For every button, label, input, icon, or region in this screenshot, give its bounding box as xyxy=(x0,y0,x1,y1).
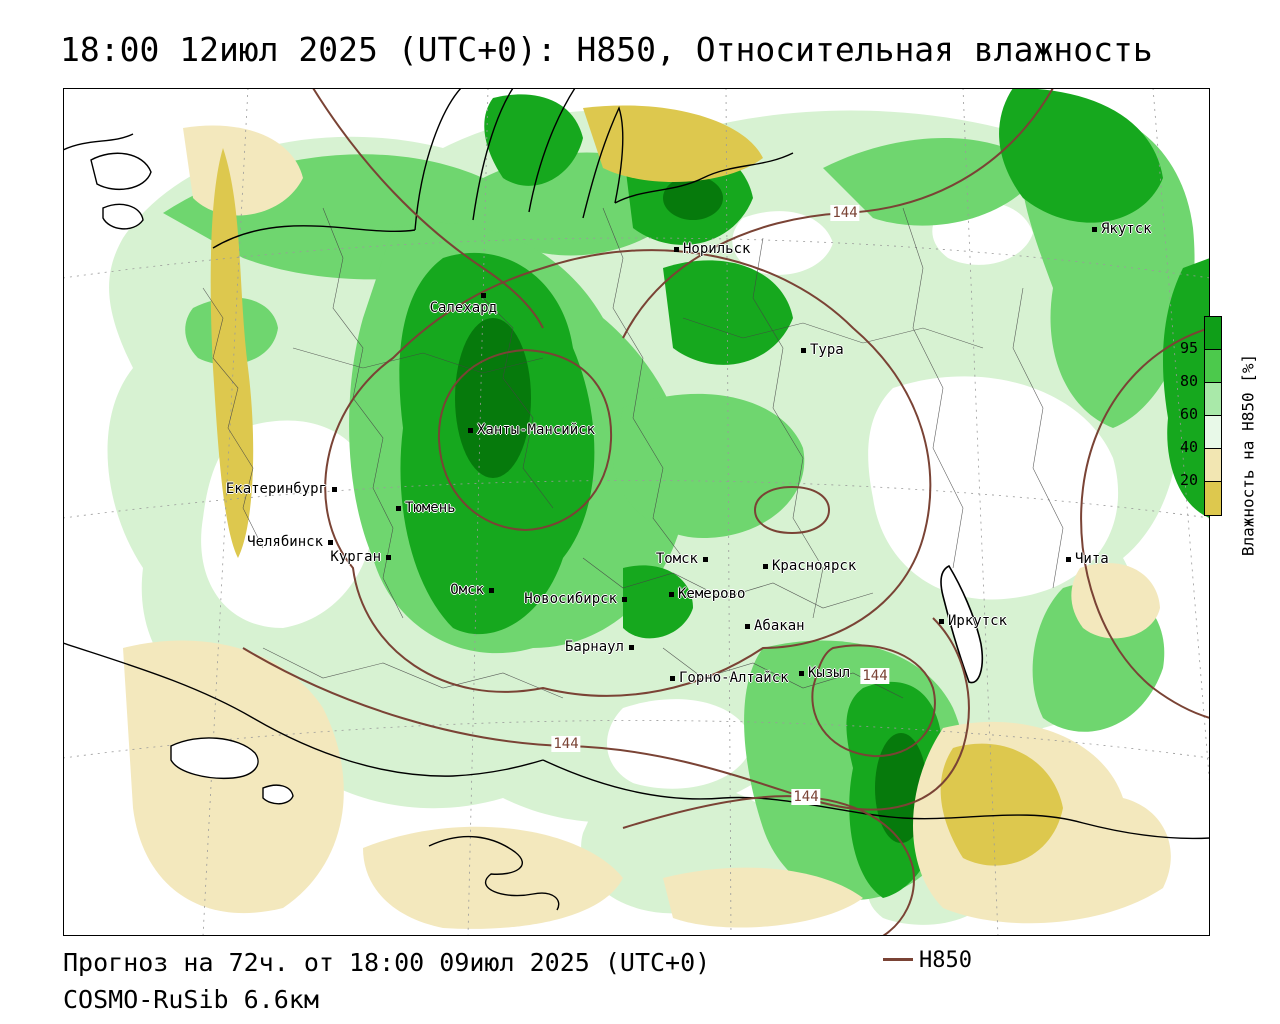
region-borders xyxy=(202,207,1064,699)
city-dot-icon xyxy=(332,487,337,492)
city-dot-icon xyxy=(801,348,806,353)
contour-value-label: 144 xyxy=(551,736,581,752)
city-label: Норильск xyxy=(683,241,751,257)
map-canvas xyxy=(63,88,1210,936)
city-label: Новосибирск xyxy=(524,591,617,607)
city-dot-icon xyxy=(674,247,679,252)
colorbar-segment xyxy=(1205,416,1221,449)
city-dot-icon xyxy=(1092,227,1097,232)
contour-value-label: 144 xyxy=(860,668,890,684)
forecast-info-line: Прогноз на 72ч. от 18:00 09июл 2025 (UTC… xyxy=(63,948,711,977)
city-label: Чита xyxy=(1075,551,1109,567)
city-dot-icon xyxy=(669,592,674,597)
colorbar-tick-label: 60 xyxy=(1179,405,1198,423)
city-dot-icon xyxy=(481,293,486,298)
city-dot-icon xyxy=(622,597,627,602)
city-dot-icon xyxy=(939,619,944,624)
page-title: 18:00 12июл 2025 (UTC+0): H850, Относите… xyxy=(60,30,1153,69)
contour-value-label: 144 xyxy=(830,205,860,221)
humidity-colorbar xyxy=(1204,316,1222,516)
colorbar-ticks: 95 80 60 40 20 xyxy=(1158,316,1200,514)
city-dot-icon xyxy=(703,557,708,562)
graticule xyxy=(63,88,1210,936)
contour-value-label: 144 xyxy=(791,789,821,805)
city-label: Курган xyxy=(330,549,381,565)
map-area: 144 144 144 144 Норильск Якутск Салехард Тура Х… xyxy=(63,88,1210,936)
colorbar-segment xyxy=(1205,482,1221,515)
city-dot-icon xyxy=(489,588,494,593)
city-dot-icon xyxy=(328,540,333,545)
colorbar-segment xyxy=(1205,449,1221,482)
city-label: Красноярск xyxy=(772,558,857,574)
city-dot-icon xyxy=(386,555,391,560)
city-dot-icon xyxy=(745,624,750,629)
model-info-line: COSMO-RuSib 6.6км xyxy=(63,985,319,1014)
city-label: Челябинск xyxy=(247,534,323,550)
colorbar-segment xyxy=(1205,317,1221,350)
coastlines xyxy=(63,88,984,911)
city-label: Томск xyxy=(655,551,698,567)
city-dot-icon xyxy=(396,506,401,511)
city-label: Якутск xyxy=(1101,221,1152,237)
city-label: Омск xyxy=(450,582,484,598)
colorbar-tick-label: 40 xyxy=(1179,438,1198,456)
city-label: Тура xyxy=(810,342,844,358)
city-dot-icon xyxy=(670,676,675,681)
h850-line-sample xyxy=(883,957,913,961)
city-label: Тюмень xyxy=(405,500,456,516)
humidity-field-yellow xyxy=(210,105,1063,866)
city-label: Кызыл xyxy=(808,665,851,681)
city-label: Екатеринбург xyxy=(225,481,327,497)
city-dot-icon xyxy=(468,428,473,433)
city-label: Горно-Алтайск xyxy=(679,670,789,686)
state-border xyxy=(63,642,1210,840)
city-dot-icon xyxy=(629,645,634,650)
city-label: Абакан xyxy=(754,618,805,634)
colorbar-axis-label: Влажность на H850 [%] xyxy=(1238,353,1258,557)
colorbar-segment xyxy=(1205,350,1221,383)
city-label: Кемерово xyxy=(678,586,746,602)
city-label: Ханты-Мансийск xyxy=(477,422,596,438)
h850-legend-label: H850 xyxy=(919,948,972,973)
city-dot-icon xyxy=(763,564,768,569)
colorbar-tick-label: 20 xyxy=(1179,471,1198,489)
city-label: Барнаул xyxy=(564,639,624,655)
city-label: Иркутск xyxy=(948,613,1008,629)
city-dot-icon xyxy=(1066,557,1071,562)
city-label: Салехард xyxy=(429,300,497,316)
city-dot-icon xyxy=(799,671,804,676)
contour-legend: H850 xyxy=(883,948,972,973)
colorbar-tick-label: 95 xyxy=(1179,339,1198,357)
colorbar-tick-label: 80 xyxy=(1179,372,1198,390)
colorbar-segment xyxy=(1205,383,1221,416)
